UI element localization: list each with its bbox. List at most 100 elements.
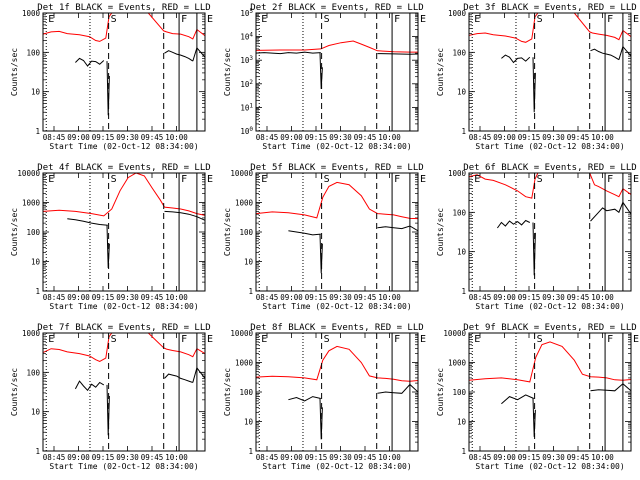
time-marker-label: S (111, 334, 117, 345)
x-tick-label: 08:45 (43, 293, 66, 302)
time-marker-label: E (261, 174, 267, 185)
x-axis-label: Start Time (02-Oct-12 08:34:00) (49, 462, 198, 471)
plot-frame (255, 332, 419, 452)
events-series-line (288, 230, 321, 236)
x-tick-label: 09:30 (116, 133, 139, 142)
y-tick-label: 105 (240, 8, 253, 18)
events-series-line (67, 218, 108, 226)
events-series-line (164, 210, 205, 221)
time-marker-label: E (48, 334, 54, 345)
time-marker-label: E (207, 334, 213, 345)
y-axis-label: Counts/sec (223, 368, 232, 416)
time-marker-label: F (181, 334, 187, 345)
time-marker-label: F (181, 14, 187, 25)
y-tick-label: 1000 (22, 9, 41, 18)
events-series-line (496, 219, 531, 229)
y-tick-label: 100 (452, 208, 466, 217)
time-marker-label: S (537, 174, 543, 185)
time-marker-label: E (261, 334, 267, 345)
x-tick-label: 08:45 (469, 453, 492, 462)
x-tick-label: 09:45 (354, 293, 377, 302)
y-tick-label: 1000 (235, 359, 254, 368)
x-tick-label: 10:00 (591, 453, 614, 462)
y-axis-label: Counts/sec (10, 368, 19, 416)
chart-panel-7: Det 7f BLACK = Events, RED = LLD 1 10 100 10… (10, 323, 213, 471)
chart-panel-6: Det 6f BLACK = Events, RED = LLD 1 10 100 10… (436, 163, 639, 311)
x-tick-label: 09:30 (542, 293, 565, 302)
x-tick-label: 09:00 (280, 293, 303, 302)
y-tick-label: 100 (26, 48, 40, 57)
y-tick-label: 100 (239, 228, 253, 237)
events-series-line (501, 54, 531, 64)
x-tick-label: 09:00 (67, 133, 90, 142)
time-marker-label: E (420, 174, 426, 185)
lld-series-line (256, 40, 418, 53)
chart-title: Det 2f BLACK = Events, RED = LLD (250, 3, 423, 13)
x-axis-label: Start Time (02-Oct-12 08:34:00) (49, 142, 198, 151)
events-series-line (75, 57, 105, 67)
x-tick-label: 10:00 (591, 133, 614, 142)
x-axis-label: Start Time (02-Oct-12 08:34:00) (475, 462, 624, 471)
x-tick-label: 09:00 (280, 133, 303, 142)
x-tick-label: 09:15 (92, 453, 115, 462)
y-tick-label: 10000 (17, 169, 40, 178)
plot-frame (255, 12, 419, 132)
y-tick-label: 10000 (230, 329, 253, 338)
y-tick-label: 1 (461, 127, 466, 136)
chart-panel-4: Det 4f BLACK = Events, RED = LLD 1 10 100 10… (10, 163, 213, 311)
time-marker-label: E (633, 14, 639, 25)
x-tick-label: 09:15 (518, 453, 541, 462)
y-tick-label: 1000 (448, 359, 467, 368)
x-axis-label: Start Time (02-Oct-12 08:34:00) (475, 142, 624, 151)
y-tick-label: 10 (31, 88, 41, 97)
y-axis-label: Counts/sec (10, 208, 19, 256)
x-tick-label: 10:00 (165, 453, 188, 462)
plot-frame (468, 172, 632, 292)
x-axis-label: Start Time (02-Oct-12 08:34:00) (49, 302, 198, 311)
x-tick-label: 09:45 (567, 133, 590, 142)
time-marker-label: E (474, 334, 480, 345)
events-series-line (288, 396, 321, 402)
x-tick-label: 09:00 (67, 453, 90, 462)
events-series-line (192, 366, 205, 383)
time-marker-label: E (474, 174, 480, 185)
x-tick-label: 09:15 (518, 133, 541, 142)
x-tick-label: 09:45 (141, 133, 164, 142)
y-tick-label: 1 (35, 447, 40, 456)
time-marker-label: F (394, 14, 400, 25)
y-tick-label: 1 (461, 287, 466, 296)
chart-title: Det 9f BLACK = Events, RED = LLD (463, 323, 636, 333)
events-series-line (590, 383, 631, 392)
y-tick-label: 10 (31, 258, 41, 267)
y-tick-label: 101 (240, 102, 253, 112)
time-marker-label: E (48, 174, 54, 185)
x-tick-label: 09:45 (567, 453, 590, 462)
x-tick-label: 09:00 (67, 293, 90, 302)
time-marker-label: S (324, 14, 330, 25)
lld-series-line (256, 181, 418, 220)
x-tick-label: 08:45 (256, 453, 279, 462)
chart-panel-9: Det 9f BLACK = Events, RED = LLD 1 10 100 10… (436, 323, 639, 471)
x-tick-label: 09:30 (329, 453, 352, 462)
x-tick-label: 09:15 (92, 133, 115, 142)
x-tick-label: 09:30 (116, 293, 139, 302)
time-marker-label: S (324, 174, 330, 185)
y-tick-label: 1 (35, 127, 40, 136)
y-tick-label: 100 (452, 388, 466, 397)
x-tick-label: 09:30 (116, 453, 139, 462)
chart-title: Det 6f BLACK = Events, RED = LLD (463, 163, 636, 173)
x-tick-label: 10:00 (165, 293, 188, 302)
time-marker-label: E (207, 14, 213, 25)
time-marker-label: E (207, 174, 213, 185)
chart-title: Det 4f BLACK = Events, RED = LLD (37, 163, 210, 173)
x-tick-label: 09:00 (493, 133, 516, 142)
y-tick-label: 100 (26, 228, 40, 237)
y-tick-label: 104 (240, 32, 253, 42)
x-tick-label: 09:00 (280, 453, 303, 462)
chart-panel-5: Det 5f BLACK = Events, RED = LLD 1 10 100 10… (223, 163, 426, 311)
y-tick-label: 1 (35, 287, 40, 296)
x-tick-label: 09:15 (92, 293, 115, 302)
events-series-line (377, 383, 418, 394)
y-tick-label: 10 (457, 88, 467, 97)
